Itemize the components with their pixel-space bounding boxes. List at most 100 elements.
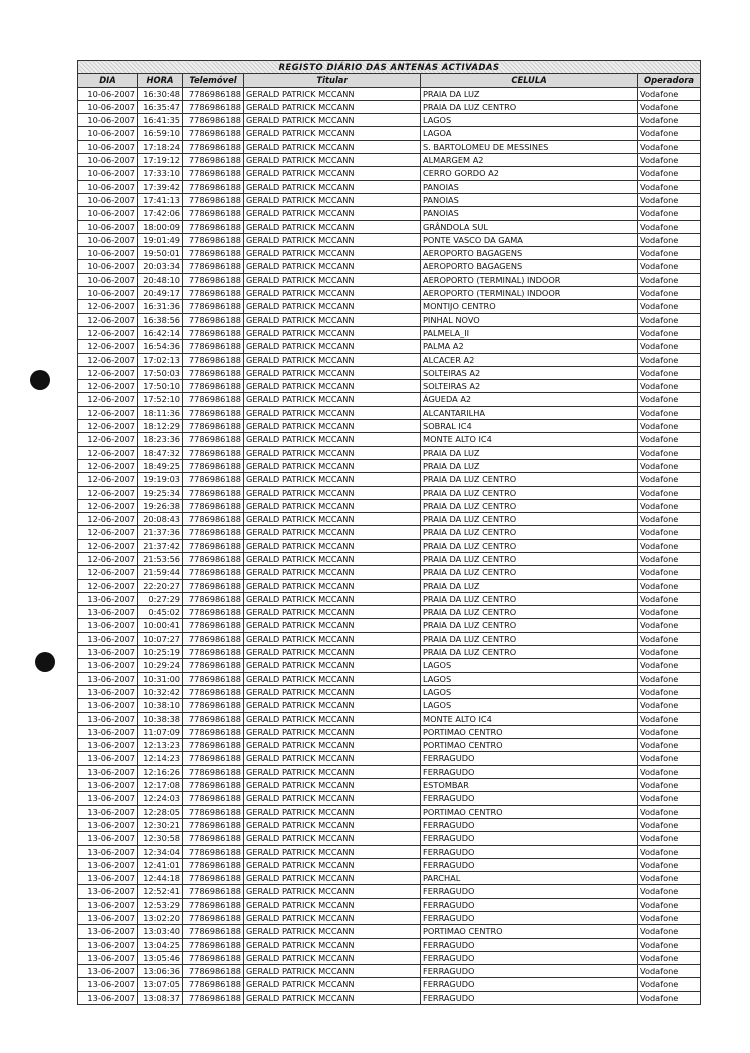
cell-site-cell: FERRAGUDO [420, 937, 638, 952]
time-cell: 12:44:18 [137, 871, 183, 886]
date-cell: 13-06-2007 [77, 817, 138, 833]
table-row: 12-06-2007 19:26:38 7786986188 GERALD PATRI… [77, 498, 702, 514]
cell-site-cell: PORTIMAO CENTRO [420, 924, 638, 939]
phone-cell: 7786986188 [182, 804, 244, 819]
table-row: 13-06-2007 12:41:01 7786986188 GERALD PATRI… [77, 857, 702, 873]
table-row: 12-06-2007 22:20:27 7786986188 GERALD PATRI… [77, 578, 702, 593]
operator-cell: Vodafone [636, 206, 702, 221]
holder-cell: GERALD PATRICK MCCANN [243, 578, 421, 593]
date-cell: 10-06-2007 [77, 113, 138, 128]
table-row: 12-06-2007 16:38:56 7786986188 GERALD PATRI… [77, 312, 702, 327]
phone-cell: 7786986188 [182, 139, 244, 155]
phone-cell: 7786986188 [182, 817, 244, 833]
date-cell: 12-06-2007 [77, 578, 138, 593]
phone-cell: 7786986188 [182, 472, 244, 487]
time-cell: 12:13:23 [137, 738, 183, 753]
date-cell: 13-06-2007 [77, 738, 138, 753]
date-cell: 12-06-2007 [77, 551, 138, 567]
time-cell: 20:08:43 [137, 512, 183, 527]
time-cell: 11:07:09 [137, 724, 183, 740]
phone-cell: 7786986188 [182, 977, 244, 992]
time-cell: 19:25:34 [137, 485, 183, 500]
holder-cell: GERALD PATRICK MCCANN [243, 645, 421, 660]
phone-cell: 7786986188 [182, 764, 244, 780]
holder-cell: GERALD PATRICK MCCANN [243, 857, 421, 873]
phone-cell: 7786986188 [182, 831, 244, 846]
holder-cell: GERALD PATRICK MCCANN [243, 950, 421, 966]
date-cell: 10-06-2007 [77, 192, 138, 208]
operator-cell: Vodafone [636, 791, 702, 806]
table-row: 13-06-2007 10:31:00 7786986188 GERALD PATRI… [77, 671, 702, 686]
phone-cell: 7786986188 [182, 990, 244, 1006]
operator-cell: Vodafone [636, 153, 702, 168]
table-title: REGISTO DIÁRIO DAS ANTENAS ACTIVADAS [76, 59, 702, 75]
phone-cell: 7786986188 [182, 179, 244, 194]
operator-cell: Vodafone [636, 126, 702, 141]
cell-site-cell: PRAIA DA LUZ CENTRO [420, 538, 638, 553]
time-cell: 17:19:12 [137, 153, 183, 168]
cell-site-cell: PRAIA DA LUZ CENTRO [420, 525, 638, 540]
operator-cell: Vodafone [636, 472, 702, 487]
table-row: 13-06-2007 10:38:10 7786986188 GERALD PATRI… [77, 698, 702, 713]
table-row: 12-06-2007 17:50:03 7786986188 GERALD PATRI… [77, 365, 702, 381]
operator-cell: Vodafone [636, 485, 702, 500]
date-cell: 12-06-2007 [77, 512, 138, 527]
operator-cell: Vodafone [636, 352, 702, 367]
table-row: 10-06-2007 16:59:10 7786986188 GERALD PATRI… [77, 126, 702, 141]
date-cell: 12-06-2007 [77, 498, 138, 514]
phone-cell: 7786986188 [182, 299, 244, 314]
table-row: 13-06-2007 12:53:29 7786986188 GERALD PATRI… [77, 897, 702, 913]
time-cell: 12:24:03 [137, 791, 183, 806]
time-cell: 21:37:36 [137, 525, 183, 540]
time-cell: 12:16:26 [137, 764, 183, 780]
column-header: Operadora [636, 73, 702, 88]
date-cell: 13-06-2007 [77, 964, 138, 979]
time-cell: 10:32:42 [137, 684, 183, 700]
phone-cell: 7786986188 [182, 192, 244, 208]
date-cell: 12-06-2007 [77, 458, 138, 474]
date-cell: 13-06-2007 [77, 897, 138, 913]
time-cell: 17:33:10 [137, 166, 183, 181]
table-row: 13-06-2007 10:29:24 7786986188 GERALD PATRI… [77, 658, 702, 673]
phone-cell: 7786986188 [182, 711, 244, 726]
time-cell: 13:04:25 [137, 937, 183, 952]
cell-site-cell: SOLTEIRAS A2 [420, 379, 638, 394]
operator-cell: Vodafone [636, 86, 702, 101]
phone-cell: 7786986188 [182, 684, 244, 700]
holder-cell: GERALD PATRICK MCCANN [243, 884, 421, 899]
holder-cell: GERALD PATRICK MCCANN [243, 365, 421, 381]
cell-site-cell: FERRAGUDO [420, 764, 638, 780]
operator-cell: Vodafone [636, 884, 702, 899]
holder-cell: GERALD PATRICK MCCANN [243, 246, 421, 261]
operator-cell: Vodafone [636, 272, 702, 288]
date-cell: 12-06-2007 [77, 405, 138, 421]
operator-cell: Vodafone [636, 525, 702, 540]
cell-site-cell: S. BARTOLOMEU DE MESSINES [420, 139, 638, 155]
cell-site-cell: PANOIAS [420, 206, 638, 221]
date-cell: 13-06-2007 [77, 724, 138, 740]
holder-cell: GERALD PATRICK MCCANN [243, 738, 421, 753]
cell-site-cell: FERRAGUDO [420, 897, 638, 913]
date-cell: 13-06-2007 [77, 591, 138, 607]
date-cell: 13-06-2007 [77, 778, 138, 793]
phone-cell: 7786986188 [182, 778, 244, 793]
date-cell: 13-06-2007 [77, 910, 138, 926]
operator-cell: Vodafone [636, 219, 702, 234]
cell-site-cell: GRÂNDOLA SUL [420, 219, 638, 234]
table-row: 12-06-2007 16:54:36 7786986188 GERALD PATRI… [77, 339, 702, 354]
date-cell: 13-06-2007 [77, 977, 138, 992]
table-row: 13-06-2007 12:17:08 7786986188 GERALD PATRI… [77, 778, 702, 793]
date-cell: 10-06-2007 [77, 126, 138, 141]
table-row: 13-06-2007 11:07:09 7786986188 GERALD PATRI… [77, 724, 702, 740]
table-row: 13-06-2007 12:24:03 7786986188 GERALD PATRI… [77, 791, 702, 806]
operator-cell: Vodafone [636, 99, 702, 115]
operator-cell: Vodafone [636, 605, 702, 620]
holder-cell: GERALD PATRICK MCCANN [243, 259, 421, 274]
table-row: 10-06-2007 16:30:48 7786986188 GERALD PATRI… [77, 86, 702, 101]
cell-site-cell: PRAIA DA LUZ CENTRO [420, 605, 638, 620]
date-cell: 12-06-2007 [77, 419, 138, 434]
operator-cell: Vodafone [636, 312, 702, 327]
time-cell: 16:30:48 [137, 86, 183, 101]
phone-cell: 7786986188 [182, 392, 244, 407]
date-cell: 10-06-2007 [77, 99, 138, 115]
